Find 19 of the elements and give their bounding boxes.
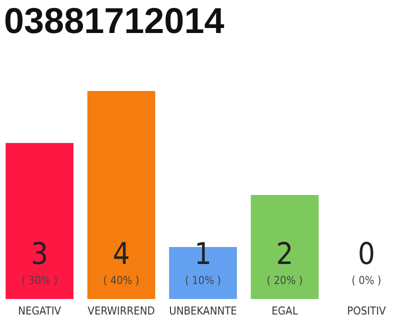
x-tick-label: NEGATIV	[18, 304, 62, 318]
bar	[250, 195, 319, 299]
x-tick-label: POSITIV	[347, 304, 386, 318]
chart-title: 03881712014	[4, 0, 224, 41]
annotation: ( 20% )	[266, 274, 303, 287]
x-tick-label: EGAL	[272, 304, 298, 318]
data-label: 4	[112, 237, 130, 272]
annotation: ( 10% )	[184, 274, 222, 287]
annotation: ( 0% )	[352, 274, 382, 287]
annotation: ( 40% )	[103, 274, 140, 287]
data-label: 3	[30, 237, 48, 272]
data-label: 0	[358, 237, 376, 272]
x-tick-label: VERWIRREND	[88, 304, 156, 318]
x-tick-label: UNBEKANNTE	[169, 304, 237, 318]
data-label: 2	[276, 237, 294, 272]
data-label: 1	[194, 237, 212, 272]
bar	[6, 143, 74, 299]
annotation: ( 30% )	[22, 274, 58, 287]
bar	[87, 91, 156, 299]
